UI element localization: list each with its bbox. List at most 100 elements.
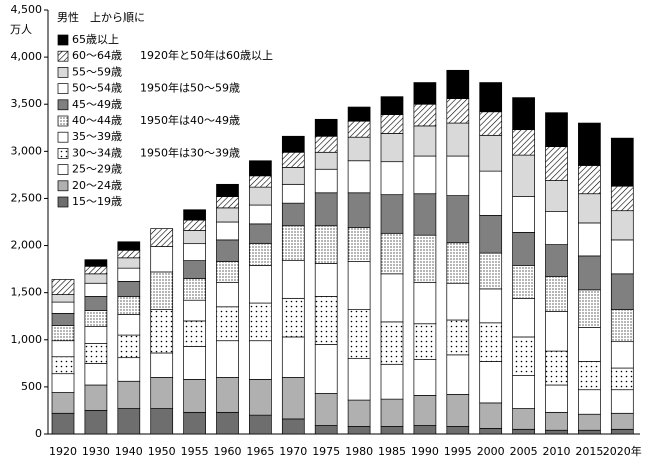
bar-segment (512, 297, 535, 338)
bar-segment (183, 278, 206, 301)
bar-segment (380, 232, 404, 275)
y-tick-label: 1,500 (11, 286, 43, 299)
bar-segment (610, 239, 634, 275)
bar-segment (281, 167, 305, 185)
bar-segment (380, 273, 404, 323)
bar-segment (545, 350, 568, 386)
legend-title: 男性 上から順に (57, 10, 145, 24)
bar-segment (84, 265, 108, 275)
y-tick-label: 4,000 (11, 50, 43, 63)
bar-segment (51, 313, 75, 326)
bar-segment (380, 133, 404, 163)
legend-note: 1950年は50～59歳 (140, 81, 240, 95)
bar-segment (117, 267, 141, 282)
bar-segment (281, 418, 305, 435)
x-tick-label: 1940 (115, 445, 143, 458)
legend-swatch (57, 115, 69, 127)
bar-segment (479, 427, 503, 435)
bar-segment (150, 408, 174, 435)
x-tick-label: 2005 (510, 445, 538, 458)
bar-segment (249, 243, 272, 266)
bar-segment (249, 186, 272, 206)
bar-segment (281, 336, 305, 378)
bar-segment (512, 408, 535, 430)
legend-swatch (57, 196, 69, 208)
bar-segment (249, 223, 272, 245)
bar-segment (314, 296, 338, 345)
bar-segment (183, 260, 206, 279)
legend-swatch (57, 131, 69, 143)
bar-segment (610, 137, 634, 187)
bar-segment (479, 111, 503, 136)
legend-label: 25～29歳 (72, 163, 122, 176)
bar-segment (479, 288, 503, 324)
bar-segment (413, 193, 437, 236)
bar-segment (314, 168, 338, 194)
bar-segment (512, 129, 535, 156)
bar-segment (610, 367, 634, 391)
bar-segment (610, 309, 634, 343)
bar-segment (545, 146, 568, 181)
bar-segment (150, 246, 174, 273)
bar-segment (117, 313, 141, 336)
bar-segment (216, 411, 239, 435)
bar-segment (314, 344, 338, 394)
bar-segment (249, 204, 272, 225)
bar-segment (216, 281, 239, 308)
bar-segment (512, 336, 535, 376)
bar-segment (610, 412, 634, 430)
legend-note: 1950年は30～39歳 (140, 145, 240, 159)
x-tick-label: 1970 (279, 445, 307, 458)
x-tick-label: 2000 (477, 445, 505, 458)
bar-segment (347, 227, 371, 262)
bar-segment (512, 97, 535, 131)
bar-segment (281, 151, 305, 168)
bar-segment (216, 340, 239, 378)
bar-segment (84, 410, 108, 435)
bar-segment (51, 294, 75, 303)
bar-segment (183, 243, 206, 261)
bar-segment (314, 118, 338, 137)
bar-segment (183, 346, 206, 380)
bar-segment (51, 373, 75, 393)
bar-segment (249, 302, 272, 342)
bar-segment (314, 225, 338, 264)
legend-label: 60～64歳 (72, 49, 122, 62)
bar-segment (314, 425, 338, 435)
bar-segment (249, 414, 272, 435)
bar-segment (512, 232, 535, 266)
bar-segment (446, 282, 470, 321)
bar-segment (380, 398, 404, 427)
bar-segment (512, 154, 535, 197)
x-tick-label: 1950 (148, 445, 176, 458)
legend-note: 1920年と50年は60歳以上 (140, 48, 273, 62)
bar-segment (479, 252, 503, 290)
legend-label: 20～24歳 (72, 179, 122, 192)
bar-segment (216, 261, 239, 283)
bar-segment (446, 242, 470, 284)
x-tick-label: 1955 (181, 445, 209, 458)
bar-segment (380, 194, 404, 234)
bar-segment (446, 394, 470, 427)
bar-segment (545, 384, 568, 413)
bar-segment (545, 276, 568, 312)
bar-segment (512, 428, 535, 435)
bar-segment (545, 211, 568, 245)
bar-segment (347, 160, 371, 194)
bar-segment (446, 155, 470, 196)
bar-segment (314, 263, 338, 297)
bar-segment (446, 122, 470, 157)
bar-segment (281, 225, 305, 261)
bar-segment (479, 82, 503, 113)
bar-segment (578, 165, 601, 195)
bar-segment (117, 257, 141, 269)
x-tick-label: 1990 (411, 445, 439, 458)
bar-segment (347, 399, 371, 427)
bar-segment (117, 334, 141, 359)
bar-segment (183, 379, 206, 413)
x-tick-label: 1965 (246, 445, 274, 458)
bar-segment (183, 219, 206, 231)
bar-segment (610, 185, 634, 212)
bar-segment (84, 296, 108, 311)
